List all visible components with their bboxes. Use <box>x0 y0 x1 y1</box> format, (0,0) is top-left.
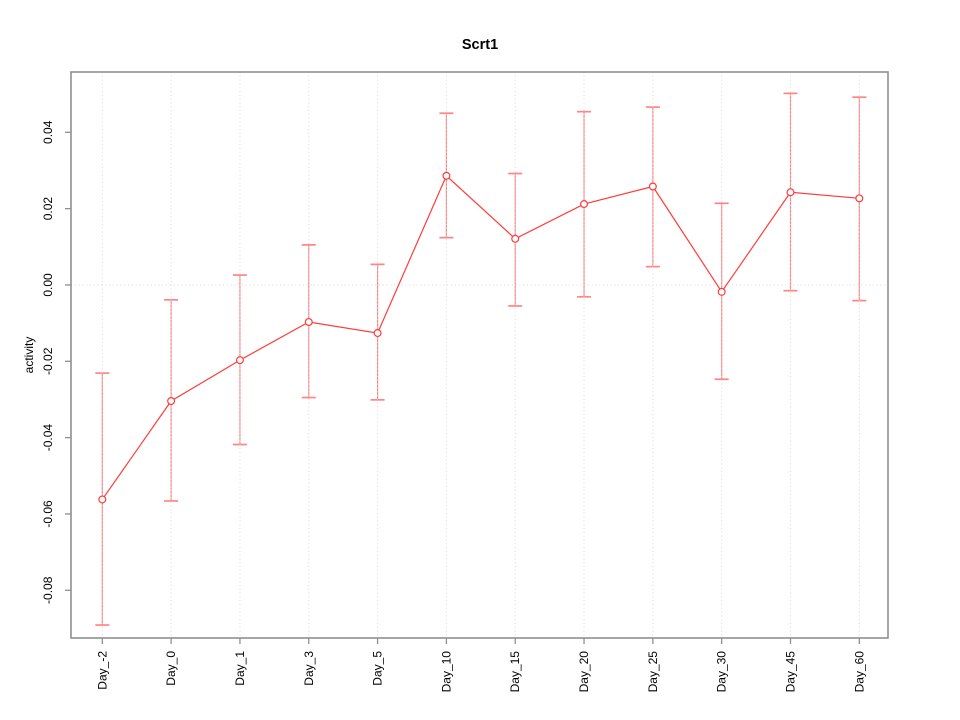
data-point <box>580 200 589 209</box>
y-tick-label: -0.08 <box>41 576 55 604</box>
y-tick-label: 0.00 <box>41 273 55 297</box>
y-tick-label: 0.04 <box>41 120 55 144</box>
data-point <box>786 188 795 197</box>
x-tick-label: Day_1 <box>233 651 247 686</box>
data-point <box>167 396 176 405</box>
data-point <box>855 194 864 203</box>
x-tick-label: Day_20 <box>577 651 591 693</box>
y-axis-label: activity <box>22 337 36 374</box>
plot-border <box>70 71 889 639</box>
data-point <box>717 287 726 296</box>
y-tick-label: -0.04 <box>41 424 55 452</box>
x-tick-label: Day_25 <box>646 651 660 693</box>
x-tick-label: Day_15 <box>508 651 522 693</box>
x-tick-label: Day_60 <box>852 651 866 693</box>
data-point <box>373 329 382 338</box>
data-point <box>235 356 244 365</box>
x-tick-label: Day_-2 <box>95 651 109 690</box>
data-point <box>304 317 313 326</box>
y-tick-label: -0.02 <box>41 347 55 375</box>
y-tick-label: 0.02 <box>41 197 55 221</box>
chart-title: Scrt1 <box>462 37 498 53</box>
data-point <box>442 171 451 180</box>
x-tick-label: Day_5 <box>371 651 385 686</box>
x-tick-label: Day_45 <box>784 651 798 693</box>
data-point <box>98 495 107 504</box>
x-tick-label: Day_30 <box>715 651 729 693</box>
series-line <box>101 174 860 500</box>
x-tick-label: Day_3 <box>302 651 316 686</box>
data-point <box>648 182 657 191</box>
x-tick-label: Day_10 <box>439 651 453 693</box>
x-tick-label: Day_0 <box>164 651 178 686</box>
data-point <box>511 234 520 243</box>
y-tick-label: -0.06 <box>41 500 55 528</box>
plot-area: 0.04 0.02 0.00 -0.02 -0.04 -0.06 -0.08 Day_-2 Da… <box>41 71 889 693</box>
